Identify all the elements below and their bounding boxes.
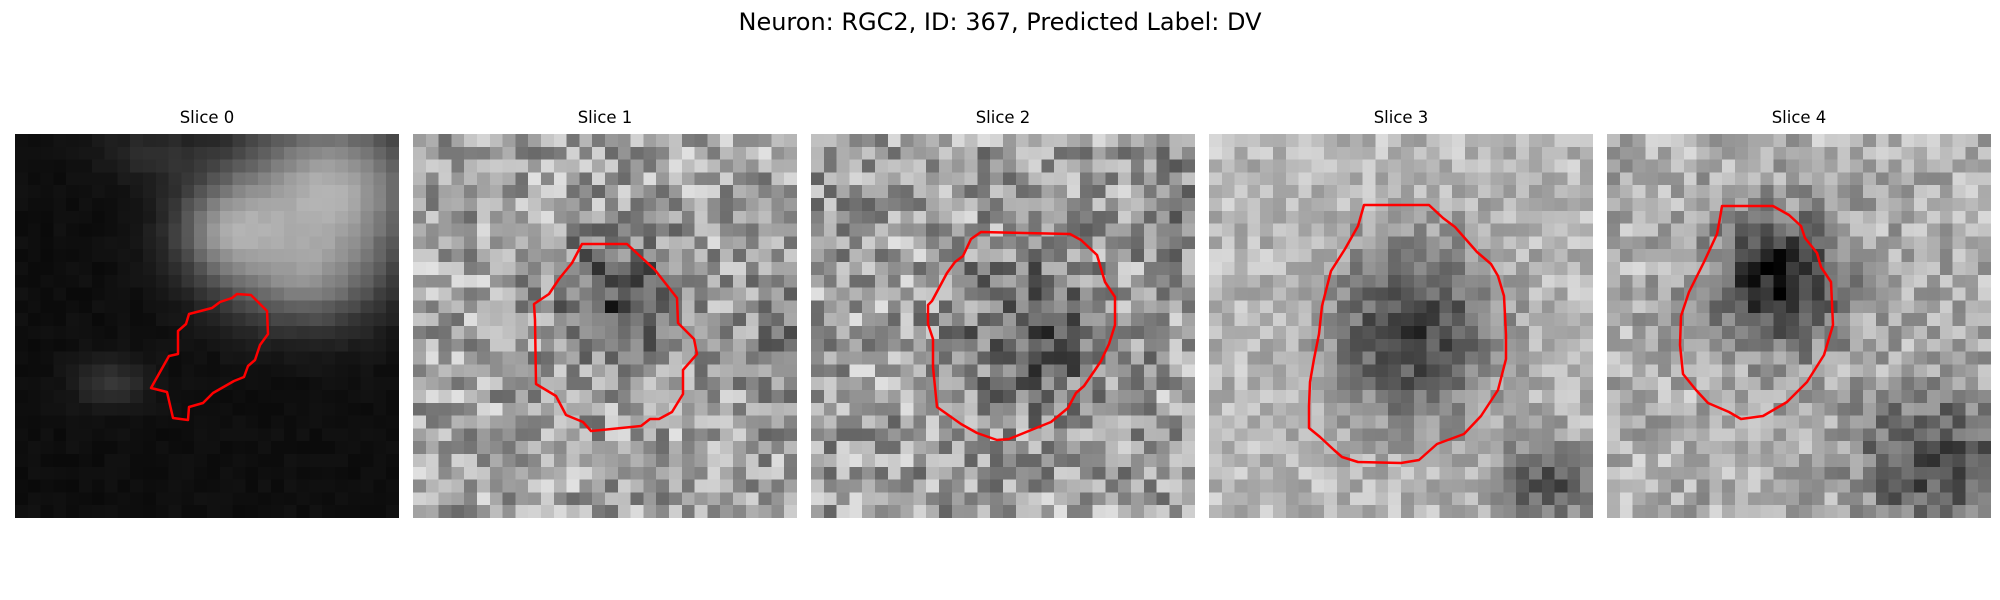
slice-title: Slice 3 [1373,108,1429,127]
slice-panel-2: Slice 2 [811,108,1195,518]
roi-contour [926,230,1117,442]
slice-image-frame [413,134,797,518]
slice-title: Slice 0 [179,108,235,127]
roi-contour [1678,204,1835,421]
slice-panel-0: Slice 0 [15,108,399,518]
slice-title: Slice 4 [1771,108,1827,127]
slice-image [1209,134,1593,518]
roi-contour-overlay [1678,204,1835,421]
slice-image-frame [1209,134,1593,518]
slice-image [15,134,399,518]
roi-contour-overlay [926,230,1117,442]
slice-panel-1: Slice 1 [413,108,797,518]
slice-image [413,134,797,518]
roi-contour [149,292,270,422]
slice-image [1607,134,1991,518]
slice-image [811,134,1195,518]
roi-contour-overlay [532,242,699,433]
slice-title: Slice 1 [577,108,633,127]
slice-image-frame [811,134,1195,518]
slice-title: Slice 2 [975,108,1031,127]
slice-image-frame [15,134,399,518]
roi-contour [532,242,699,433]
slice-panel-4: Slice 4 [1607,108,1991,518]
roi-contour-overlay [1307,203,1508,465]
slice-image-frame [1607,134,1991,518]
slice-panel-3: Slice 3 [1209,108,1593,518]
figure-title: Neuron: RGC2, ID: 367, Predicted Label: … [738,8,1262,36]
roi-contour [1307,203,1508,465]
roi-contour-overlay [149,292,270,422]
